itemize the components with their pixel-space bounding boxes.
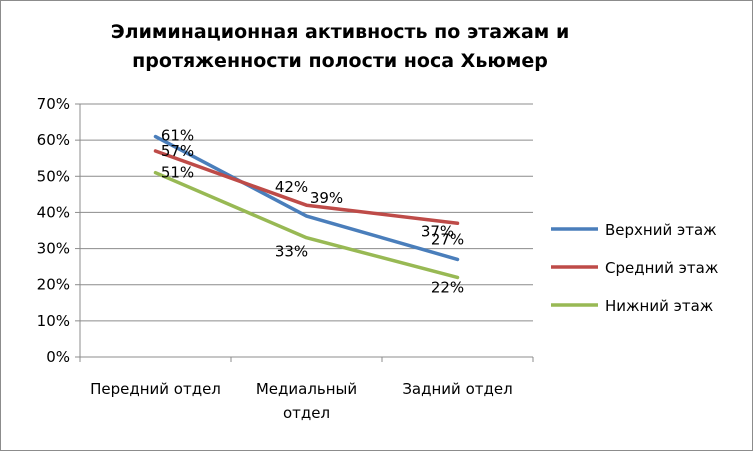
y-tick-label: 30% (37, 240, 70, 258)
data-labels: 61% 39% 27% 57% 42% 37% 51% 33% 22% (161, 127, 464, 297)
y-tick-label: 20% (37, 276, 70, 294)
data-label: 27% (431, 230, 464, 248)
data-label: 37% (421, 222, 454, 240)
data-label: 39% (310, 189, 343, 207)
data-label: 42% (275, 178, 308, 196)
chart-title: Элиминационная активность по этажам и пр… (60, 18, 620, 76)
data-label: 33% (275, 243, 308, 261)
data-label: 61% (161, 127, 194, 145)
y-tick-label: 50% (37, 167, 70, 185)
y-tick-label: 70% (37, 95, 70, 113)
series-line (153, 134, 460, 262)
axes (75, 103, 534, 362)
y-axis-tick-labels: 0% 10% 20% 30% 40% 50% 60% 70% (37, 95, 70, 366)
x-axis-category-labels: Передний отдел Медиальный отдел Задний отде… (90, 380, 513, 422)
chart-title-line-1: Элиминационная активность по этажам и (110, 21, 570, 43)
series-lines (153, 134, 460, 280)
y-tick-label: 60% (37, 131, 70, 149)
gridlines (80, 103, 533, 322)
data-label: 22% (431, 278, 464, 296)
data-label: 51% (161, 164, 194, 182)
legend-entry-label: Средний этаж (605, 259, 718, 277)
x-category-label: Задний отдел (402, 380, 512, 398)
legend-entry-label: Нижний этаж (605, 297, 713, 315)
chart-title-line-2: протяженности полости носа Хьюмер (132, 50, 548, 72)
x-category-label: Медиальный (256, 380, 357, 398)
series-line (153, 170, 460, 280)
y-tick-label: 10% (37, 312, 70, 330)
x-category-label: отдел (283, 404, 330, 422)
legend: Верхний этаж Средний этаж Нижний этаж (551, 221, 718, 315)
series-line (153, 149, 460, 226)
y-tick-label: 40% (37, 203, 70, 221)
x-category-label: Передний отдел (90, 380, 221, 398)
legend-entry-label: Верхний этаж (605, 221, 717, 239)
y-tick-label: 0% (46, 348, 70, 366)
data-label: 57% (161, 142, 194, 160)
